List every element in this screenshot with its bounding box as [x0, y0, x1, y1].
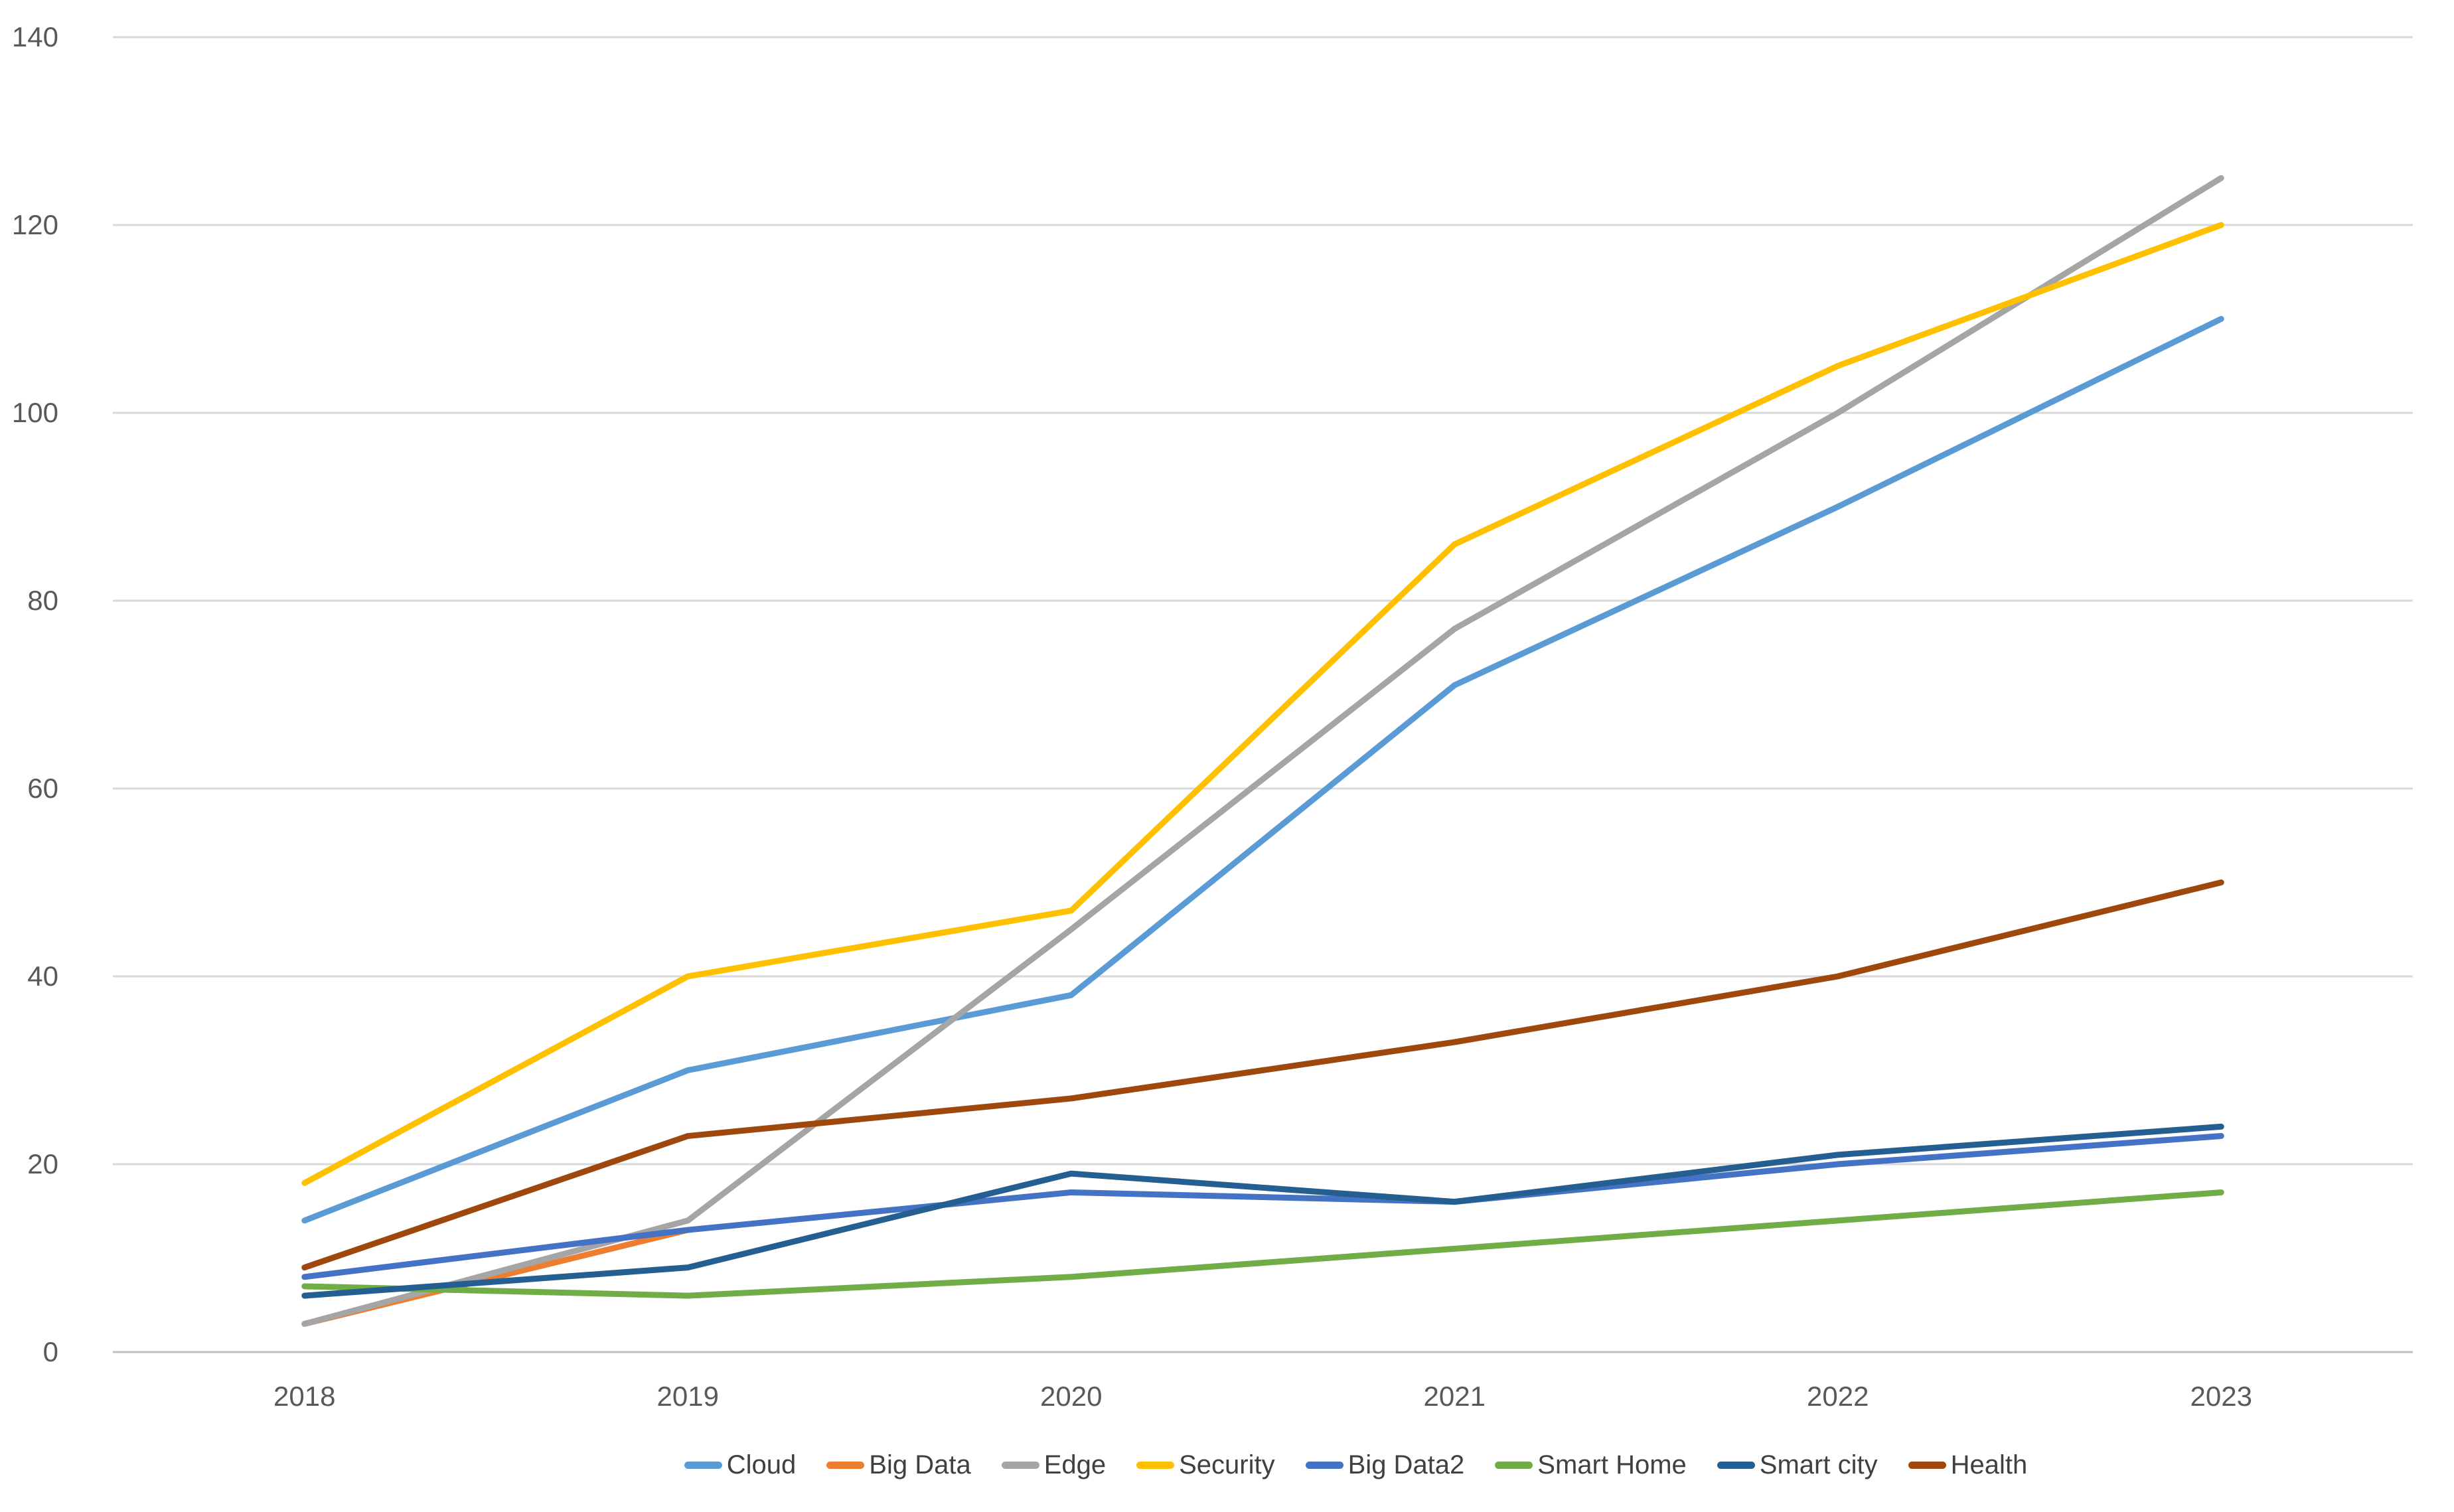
y-tick-label: 20: [27, 1148, 58, 1179]
legend-item-smart-city[interactable]: Smart city: [1717, 1450, 1878, 1480]
legend-swatch-smart-home: [1495, 1462, 1533, 1469]
x-tick-label: 2023: [2190, 1381, 2252, 1412]
y-tick-label: 60: [27, 773, 58, 804]
y-tick-label: 80: [27, 585, 58, 616]
series-line-big-data2[interactable]: [301, 1133, 2224, 1280]
legend-label-edge: Edge: [1043, 1450, 1107, 1479]
legend-swatch-big-data: [826, 1462, 865, 1469]
y-tick-label: 120: [12, 209, 58, 240]
series-line-cloud[interactable]: [301, 316, 2224, 1224]
legend-label-big-data: Big Data: [869, 1450, 971, 1479]
legend-swatch-smart-city: [1717, 1462, 1755, 1469]
legend-swatch-edge: [1001, 1462, 1039, 1469]
x-tick-label: 2020: [1040, 1381, 1102, 1412]
legend-label-health: Health: [1950, 1450, 2028, 1479]
series-line-smart-home[interactable]: [301, 1189, 2224, 1299]
legend-item-big-data2[interactable]: Big Data2: [1305, 1450, 1465, 1480]
y-tick-label: 40: [27, 960, 58, 992]
legend-label-smart-home: Smart Home: [1537, 1450, 1687, 1479]
legend-label-big-data2: Big Data2: [1347, 1450, 1465, 1479]
series-line-health[interactable]: [301, 879, 2224, 1271]
x-tick-label: 2019: [657, 1381, 719, 1412]
legend-item-smart-home[interactable]: Smart Home: [1495, 1450, 1687, 1480]
legend-swatch-big-data2: [1305, 1462, 1343, 1469]
legend-swatch-cloud: [684, 1462, 722, 1469]
legend-label-security: Security: [1179, 1450, 1275, 1479]
series-line-security[interactable]: [301, 222, 2224, 1186]
legend-label-cloud: Cloud: [726, 1450, 797, 1479]
legend-item-big-data[interactable]: Big Data: [826, 1450, 971, 1480]
x-tick-label: 2018: [273, 1381, 335, 1412]
y-tick-label: 100: [12, 397, 58, 428]
legend-swatch-security: [1136, 1462, 1175, 1469]
series-line-smart-city[interactable]: [301, 1123, 2224, 1299]
series-line-edge[interactable]: [301, 175, 2224, 1327]
legend-item-edge[interactable]: Edge: [1001, 1450, 1107, 1480]
legend-label-smart-city: Smart city: [1759, 1450, 1878, 1479]
legend-swatch-health: [1908, 1462, 1946, 1469]
y-tick-label: 140: [12, 21, 58, 52]
x-tick-label: 2022: [1807, 1381, 1869, 1412]
legend-item-security[interactable]: Security: [1136, 1450, 1275, 1480]
y-tick-label: 0: [43, 1336, 58, 1367]
x-tick-label: 2021: [1424, 1381, 1486, 1412]
legend-item-health[interactable]: Health: [1908, 1450, 2028, 1480]
legend-item-cloud[interactable]: Cloud: [684, 1450, 797, 1480]
chart-legend: Cloud Big Data Edge Security Big Data2 Smart …: [206, 1450, 2454, 1480]
